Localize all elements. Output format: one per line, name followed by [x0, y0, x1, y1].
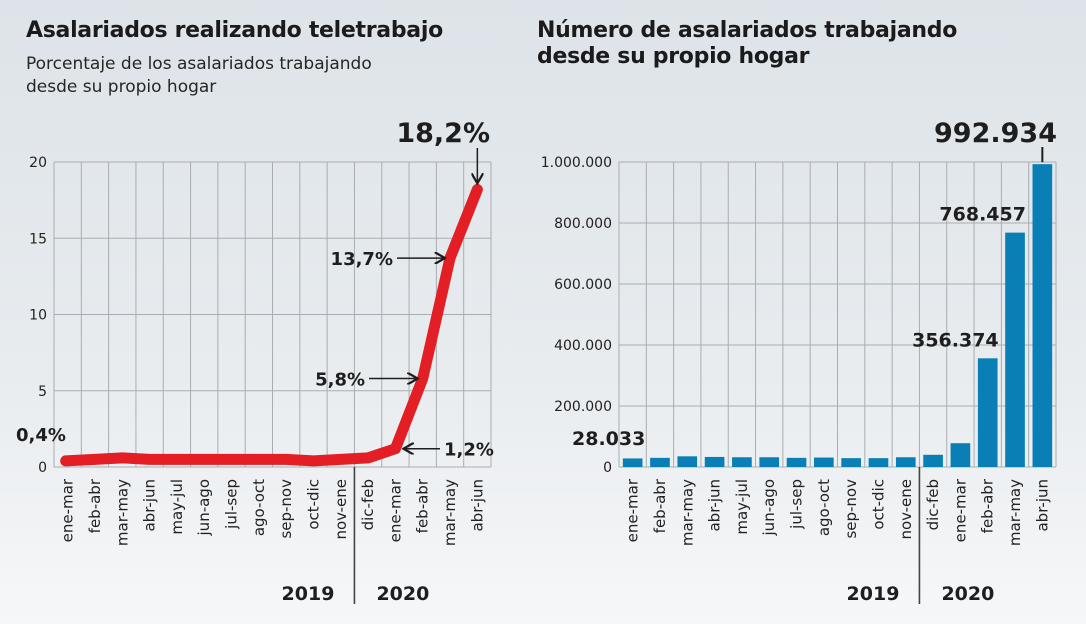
line-annotation-label: 1,2%: [444, 440, 494, 461]
bar-11: [923, 454, 943, 467]
line-xtick-label: feb-abr: [414, 478, 432, 533]
line-series-teletrabajo: [60, 183, 483, 467]
line-xtick-label: jun-ago: [195, 479, 213, 536]
bar-annotation-first: 28.033: [572, 428, 645, 450]
line-xtick-label: ago-oct: [250, 479, 268, 536]
bar-6: [786, 457, 807, 467]
bar-1: [650, 457, 670, 467]
line-ytick-label: 15: [29, 231, 47, 247]
bar-ytick-label: 600.000: [554, 277, 612, 293]
line-xtick-label: sep-nov: [277, 479, 295, 539]
bar-annotation-peak: 992.934: [934, 118, 1057, 149]
line-annotation-peak: 18,2%: [396, 118, 490, 149]
bar-3: [704, 456, 725, 467]
line-year-label-2019: 2019: [282, 583, 335, 605]
line-xtick-label: feb-abr: [86, 478, 104, 533]
bar-8: [841, 458, 861, 467]
line-annotation-label: 5,8%: [315, 370, 365, 391]
bar-annotation-label: 768.457: [939, 204, 1026, 226]
bar-10: [895, 457, 916, 467]
line-ytick-label: 20: [29, 155, 47, 171]
bar-xtick-label: may-jul: [733, 479, 751, 535]
bar-xtick-label: abr-jun: [706, 479, 724, 532]
bar-xtick-label: oct-dic: [869, 479, 887, 530]
bar-xtick-label: dic-feb: [924, 479, 942, 530]
bar-ytick-label: 400.000: [554, 338, 612, 354]
bar-12: [950, 443, 971, 467]
bar-xtick-label: ene-mar: [624, 478, 642, 542]
bar-xtick-label: feb-abr: [651, 478, 669, 533]
bar-4: [732, 457, 752, 467]
bar-xtick-label: ago-oct: [815, 479, 833, 536]
bar-13: [977, 358, 998, 467]
bar-year-label-2019: 2019: [847, 583, 900, 605]
line-xtick-label: jul-sep: [223, 479, 241, 530]
bar-2: [677, 456, 698, 467]
line-xtick-label: nov-ene: [332, 479, 350, 540]
bar-annotation-label: 356.374: [912, 329, 999, 351]
right-chart-title: Número de asalariados trabajando desde s…: [537, 18, 958, 69]
line-annotation-label: 13,7%: [331, 249, 393, 270]
line-xtick-label: may-jul: [168, 479, 186, 535]
line-xtick-label: oct-dic: [304, 479, 322, 530]
left-chart-subtitle: Porcentaje de los asalariados trabajando…: [26, 54, 372, 97]
line-ytick-label: 5: [38, 384, 47, 400]
bar-xtick-label: jul-sep: [788, 479, 806, 530]
bar-ytick-label: 200.000: [554, 399, 612, 415]
bar-ytick-label: 800.000: [554, 216, 612, 232]
line-xtick-label: mar-may: [441, 479, 459, 546]
bar-xtick-label: sep-nov: [842, 479, 860, 539]
line-xtick-label: abr-jun: [141, 479, 159, 532]
line-ytick-label: 0: [38, 460, 47, 476]
line-year-label-2020: 2020: [376, 583, 429, 605]
line-xtick-label: ene-mar: [59, 478, 77, 542]
bar-14: [1005, 232, 1025, 467]
bar-year-label-2020: 2020: [941, 583, 994, 605]
bar-9: [868, 458, 889, 467]
bar-5: [759, 457, 780, 467]
bar-7: [814, 457, 834, 467]
line-xtick-label: mar-may: [113, 479, 131, 546]
line-xtick-label: ene-mar: [386, 478, 404, 542]
line-ytick-label: 10: [29, 308, 47, 324]
left-chart-title: Asalariados realizando teletrabajo: [26, 18, 443, 43]
bar-xtick-label: mar-may: [1006, 479, 1024, 546]
line-xtick-label: abr-jun: [468, 479, 486, 532]
bar-xtick-label: ene-mar: [951, 478, 969, 542]
bar-xtick-label: nov-ene: [897, 479, 915, 540]
line-xtick-label: dic-feb: [359, 479, 377, 530]
bar-15: [1032, 164, 1053, 467]
bar-xtick-label: mar-may: [678, 479, 696, 546]
bar-xtick-label: feb-abr: [979, 478, 997, 533]
bar-0: [622, 458, 643, 467]
line-annotation-first: 0,4%: [16, 425, 66, 446]
bar-xtick-label: abr-jun: [1033, 479, 1051, 532]
bar-ytick-label: 1.000.000: [541, 155, 612, 171]
bar-xtick-label: jun-ago: [760, 479, 778, 536]
bar-ytick-label: 0: [603, 460, 612, 476]
